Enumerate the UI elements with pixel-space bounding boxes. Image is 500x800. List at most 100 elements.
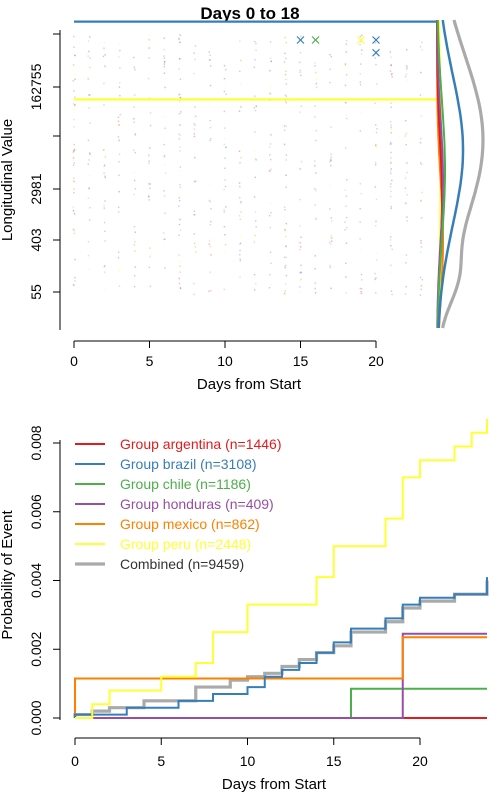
- legend-label: Group mexico (n=862): [120, 516, 260, 532]
- raw-data-dot: [254, 131, 255, 132]
- raw-data-dot: [285, 265, 286, 266]
- raw-data-dot: [285, 175, 286, 176]
- raw-data-dot: [405, 293, 406, 294]
- raw-data-dot: [406, 49, 407, 50]
- raw-data-dot: [284, 209, 285, 210]
- raw-data-dot: [361, 288, 362, 289]
- raw-data-dot: [255, 283, 256, 284]
- raw-data-dot: [134, 286, 135, 287]
- raw-data-dot: [73, 90, 74, 91]
- raw-data-dot: [346, 196, 347, 197]
- raw-data-dot: [179, 124, 180, 125]
- raw-data-dot: [255, 226, 256, 227]
- raw-data-dot: [119, 86, 120, 87]
- raw-data-dot: [316, 78, 317, 79]
- raw-data-dot: [376, 132, 377, 133]
- raw-data-dot: [390, 143, 391, 144]
- raw-data-dot: [134, 241, 135, 242]
- raw-data-dot: [359, 238, 360, 239]
- raw-data-dot: [118, 191, 119, 192]
- raw-data-dot: [406, 67, 407, 68]
- raw-data-dot: [210, 55, 211, 56]
- raw-data-dot: [74, 144, 75, 145]
- raw-data-dot: [255, 220, 256, 221]
- raw-data-dot: [223, 209, 224, 210]
- raw-data-dot: [88, 77, 89, 78]
- raw-data-dot: [88, 241, 89, 242]
- raw-data-dot: [346, 74, 347, 75]
- raw-data-dot: [89, 154, 90, 155]
- raw-data-dot: [179, 42, 180, 43]
- raw-data-dot: [164, 156, 165, 157]
- raw-data-dot: [254, 59, 255, 60]
- raw-data-dot: [391, 107, 392, 108]
- raw-data-dot: [286, 184, 287, 185]
- raw-data-dot: [224, 158, 225, 159]
- raw-data-dot: [405, 120, 406, 121]
- raw-data-dot: [315, 255, 316, 256]
- raw-data-dot: [224, 144, 225, 145]
- raw-data-dot: [74, 149, 75, 150]
- raw-data-dot: [314, 204, 315, 205]
- raw-data-dot: [134, 250, 135, 251]
- raw-data-dot: [390, 126, 391, 127]
- raw-data-dot: [391, 129, 392, 130]
- raw-data-dot: [74, 79, 75, 80]
- raw-data-dot: [390, 56, 391, 57]
- raw-data-dot: [256, 159, 257, 160]
- raw-data-dot: [300, 36, 301, 37]
- series-line-1: [75, 577, 487, 718]
- raw-data-dot: [300, 291, 301, 292]
- raw-data-dot: [254, 107, 255, 108]
- raw-data-dot: [405, 178, 406, 179]
- raw-data-dot: [210, 138, 211, 139]
- raw-data-dot: [73, 206, 74, 207]
- raw-data-dot: [286, 126, 287, 127]
- bottom-x-tick-label: 5: [157, 753, 165, 769]
- raw-data-dot: [104, 66, 105, 67]
- raw-data-dot: [405, 286, 406, 287]
- raw-data-dot: [240, 201, 241, 202]
- raw-data-dot: [120, 114, 121, 115]
- raw-data-dot: [180, 166, 181, 167]
- raw-data-dot: [179, 200, 180, 201]
- raw-data-dot: [301, 106, 302, 107]
- raw-data-dot: [164, 128, 165, 129]
- raw-data-dot: [421, 152, 422, 153]
- raw-data-dot: [178, 38, 179, 39]
- raw-data-dot: [254, 95, 255, 96]
- raw-data-dot: [135, 152, 136, 153]
- raw-data-dot: [150, 286, 151, 287]
- top-x-axis-title: Days from Start: [197, 376, 302, 393]
- raw-data-dot: [88, 269, 89, 270]
- raw-data-dot: [178, 194, 179, 195]
- raw-data-dot: [88, 51, 89, 52]
- raw-data-dot: [405, 191, 406, 192]
- raw-data-dot: [239, 182, 240, 183]
- top-x-tick-label: 0: [70, 353, 78, 369]
- raw-data-dot: [315, 282, 316, 283]
- raw-data-dot: [88, 40, 89, 41]
- raw-data-dot: [134, 69, 135, 70]
- top-y-tick-label: 55: [28, 284, 44, 300]
- raw-data-dot: [316, 130, 317, 131]
- raw-data-dot: [179, 113, 180, 114]
- raw-data-dot: [194, 106, 195, 107]
- raw-data-dot: [330, 158, 331, 159]
- legend-label: Combined (n=9459): [120, 556, 244, 572]
- raw-data-dot: [255, 97, 256, 98]
- raw-data-dot: [74, 233, 75, 234]
- raw-data-dot: [269, 147, 270, 148]
- raw-data-dot: [375, 144, 376, 145]
- raw-data-dot: [345, 229, 346, 230]
- raw-data-dot: [391, 102, 392, 103]
- raw-data-dot: [149, 161, 150, 162]
- raw-data-dot: [150, 125, 151, 126]
- raw-data-dot: [88, 163, 89, 164]
- raw-data-dot: [286, 257, 287, 258]
- raw-data-dot: [360, 63, 361, 64]
- raw-data-dot: [331, 156, 332, 157]
- raw-data-dot: [118, 140, 119, 141]
- raw-data-dot: [74, 55, 75, 56]
- raw-data-dot: [239, 276, 240, 277]
